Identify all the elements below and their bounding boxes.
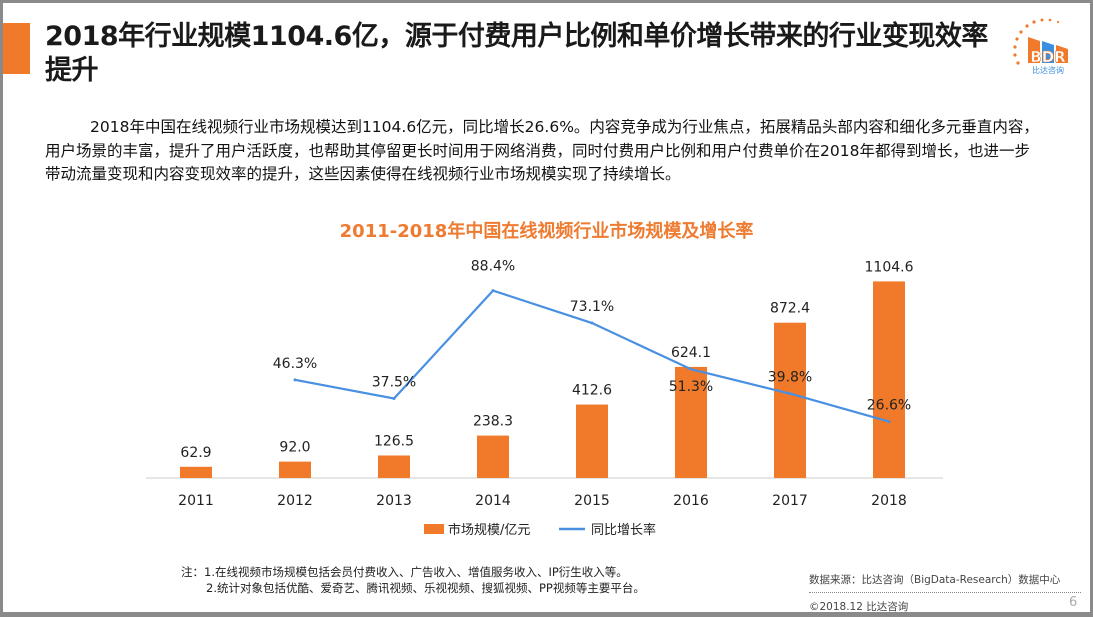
- bar-label-2018: 1104.6: [865, 259, 914, 275]
- line-label-2014: 88.4%: [471, 259, 515, 275]
- bar-2016: [675, 366, 707, 478]
- bar-label-2012: 92.0: [279, 440, 310, 456]
- line-point-2013: [392, 397, 396, 400]
- line-point-2017: [788, 392, 792, 396]
- line-point-2018: [887, 420, 891, 424]
- bar-2013: [378, 455, 410, 478]
- line-label-2017: 39.8%: [768, 370, 812, 386]
- body-paragraph: 2018年中国在线视频行业市场规模达到1104.6亿元，同比增长26.6%。内容…: [45, 118, 1039, 183]
- line-point-2012: [293, 378, 297, 382]
- bar-label-2017: 872.4: [770, 301, 810, 317]
- x-tick-2012: 2012: [277, 493, 313, 509]
- chart: 62.9 2011 92.0 2012 126.5 2013 238.3 2014 412.6 2…: [146, 259, 943, 538]
- bar-label-2014: 238.3: [473, 414, 513, 430]
- slide: 2018年行业规模1104.6亿，源于付费用户比例和单价增长带来的行业变现效率提…: [3, 3, 1090, 613]
- x-tick-2015: 2015: [574, 493, 610, 509]
- line-point-2014: [491, 289, 495, 293]
- bdr-logo: BDR 比达咨询: [1006, 15, 1086, 75]
- data-source: 数据来源：比达咨询（BigData-Research）数据中心: [809, 574, 1061, 586]
- legend-line-label: 同比增长率: [591, 522, 656, 538]
- x-tick-2017: 2017: [772, 493, 808, 509]
- legend-bar-label: 市场规模/亿元: [448, 522, 530, 538]
- bar-label-2016: 624.1: [671, 345, 711, 361]
- bar-label-2011: 62.9: [180, 445, 211, 461]
- copyright: ©2018.12 比达咨询: [809, 601, 909, 613]
- line-point-2016: [689, 367, 693, 371]
- x-tick-2018: 2018: [871, 493, 907, 509]
- svg-text:BDR: BDR: [1030, 48, 1066, 66]
- chart-title: 2011-2018年中国在线视频行业市场规模及增长率: [339, 221, 754, 242]
- bar-label-2013: 126.5: [374, 433, 414, 449]
- page-number: 6: [1069, 595, 1078, 610]
- line-label-2012: 46.3%: [273, 356, 317, 372]
- x-tick-2011: 2011: [178, 493, 214, 509]
- footnote-line-1: 注：1.在线视频市场规模包括会员付费收入、广告收入、增值服务收入、IP衍生收入等…: [181, 565, 628, 579]
- page-title: 2018年行业规模1104.6亿，源于付费用户比例和单价增长带来的行业变现效率提…: [45, 21, 988, 86]
- x-tick-2013: 2013: [376, 493, 412, 509]
- line-label-2015: 73.1%: [570, 299, 614, 315]
- x-tick-2014: 2014: [475, 493, 511, 509]
- footnote: 注：1.在线视频市场规模包括会员付费收入、广告收入、增值服务收入、IP衍生收入等…: [181, 564, 645, 596]
- title-accent-bar: [3, 23, 30, 74]
- line-label-2016: 51.3%: [669, 379, 713, 395]
- bar-2014: [477, 435, 509, 478]
- bar-2011: [180, 466, 212, 478]
- line-point-2015: [590, 321, 594, 325]
- line-label-2018: 26.6%: [867, 398, 911, 414]
- x-tick-2016: 2016: [673, 493, 709, 509]
- bar-2017: [774, 322, 806, 478]
- line-label-2013: 37.5%: [372, 375, 416, 391]
- bar-2012: [279, 461, 311, 478]
- svg-text:比达咨询: 比达咨询: [1032, 65, 1064, 75]
- bar-label-2015: 412.6: [572, 383, 612, 399]
- legend-bar-swatch: [424, 524, 444, 534]
- bar-2015: [576, 404, 608, 478]
- footnote-line-2: 2.统计对象包括优酷、爱奇艺、腾讯视频、乐视视频、搜狐视频、PP视频等主要平台。: [206, 581, 645, 595]
- bar-2018: [873, 281, 905, 478]
- divider: [809, 592, 1081, 593]
